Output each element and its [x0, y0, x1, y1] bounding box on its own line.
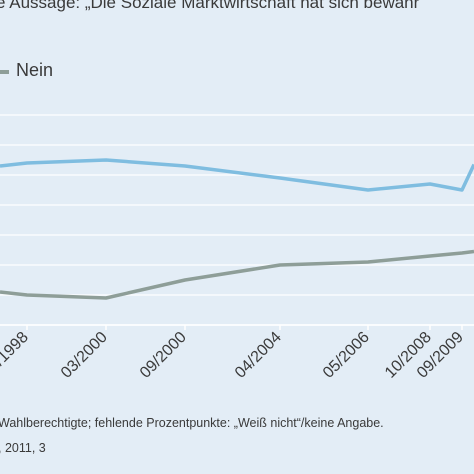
- x-tick-label: 05/2006: [320, 329, 373, 382]
- legend-label-nein: Nein: [16, 60, 54, 80]
- x-tick-label: 10/1998: [0, 329, 32, 382]
- series-line-1: [0, 158, 474, 192]
- x-tick-label: 03/2000: [58, 329, 111, 382]
- chart-title: e Aussage: „Die Soziale Marktwirtschaft …: [0, 0, 420, 12]
- legend-swatch-nein: [0, 70, 9, 74]
- chart-note: Wahlberechtigte; fehlende Prozentpunkte:…: [0, 416, 384, 430]
- x-tick-label: 09/2000: [137, 329, 190, 382]
- x-tick-label: 04/2004: [232, 329, 285, 382]
- chart-source: , 2011, 3: [0, 441, 46, 455]
- series-line-nein: [0, 249, 474, 300]
